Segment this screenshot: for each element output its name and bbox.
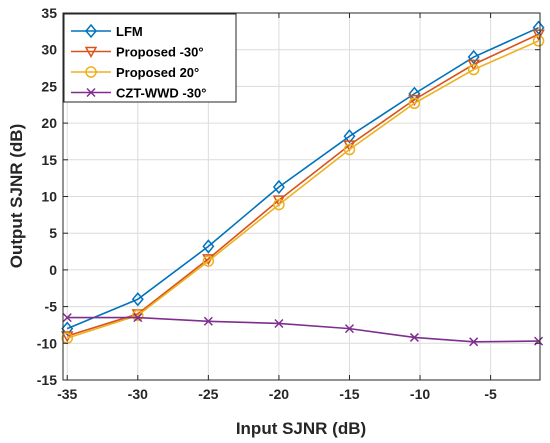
data-point [532,29,545,41]
x-tick-label: -35 [57,386,77,402]
x-tick-label: -30 [128,386,148,402]
data-point [343,143,356,156]
legend-label: CZT-WWD -30° [116,86,206,101]
data-point [132,309,144,322]
x-tick-label: -5 [484,386,497,402]
data-point [272,179,285,195]
series-line [66,26,539,330]
data-point [408,94,421,107]
series-line [66,33,539,337]
legend-item: CZT-WWD -30° [71,86,206,101]
data-point [532,35,545,47]
legend-marker [84,46,98,59]
legend-item: Proposed 20° [71,65,199,80]
x-tick-label: -15 [339,386,359,402]
y-axis-label: Output SJNR (dB) [7,124,26,268]
data-point [273,198,285,211]
legend-marker [85,66,97,78]
data-point [202,255,215,267]
legend-box [63,13,237,103]
y-tick-label: -10 [37,335,57,351]
y-tick-label: 20 [41,115,57,131]
data-point [467,63,480,76]
series-group [60,20,545,347]
legend: LFM Proposed -30° Proposed 20° CZT-WWD -30° [63,13,237,103]
data-point [61,321,74,336]
data-point [60,331,74,343]
data-point [408,97,421,110]
x-tick-label: -20 [269,386,289,402]
series-line [67,316,539,343]
y-tick-label: -15 [37,372,57,388]
data-point [274,318,284,329]
data-point [133,313,143,323]
data-point [532,20,545,35]
x-tick-label: -10 [410,386,430,402]
data-point [203,316,213,326]
legend-label: Proposed 20° [116,65,199,80]
legend-item: LFM [71,23,143,39]
y-tick-label: 15 [41,152,57,168]
data-point [344,324,355,334]
data-point [202,239,215,254]
data-point [131,292,144,307]
y-tick-label: 25 [41,78,57,94]
series-line [66,40,539,339]
data-point [62,313,72,323]
x-tick-label: -25 [198,386,218,402]
y-tick-label: 0 [49,262,57,278]
y-tick-label: 30 [41,42,57,58]
data-point [409,332,419,342]
data-point [469,337,479,347]
y-tick-label: 5 [49,225,57,241]
legend-marker [85,23,97,39]
series-0 [61,20,545,336]
x-axis-label: Input SJNR (dB) [236,419,366,438]
data-point [467,49,480,65]
axis-ticks: -35 -30 -25 -20 -15 -10 -5 -15 -10 -5 0 5 10 15 20 25 30… [37,5,540,402]
y-tick-label: 35 [41,5,57,21]
legend-label: Proposed -30° [116,45,204,60]
legend-label: LFM [116,24,143,39]
legend-item: Proposed -30° [71,45,204,60]
legend-marker [86,87,96,98]
y-tick-label: 10 [41,189,57,205]
series-3 [62,313,544,347]
y-tick-label: -5 [45,299,58,315]
data-point [343,129,356,144]
